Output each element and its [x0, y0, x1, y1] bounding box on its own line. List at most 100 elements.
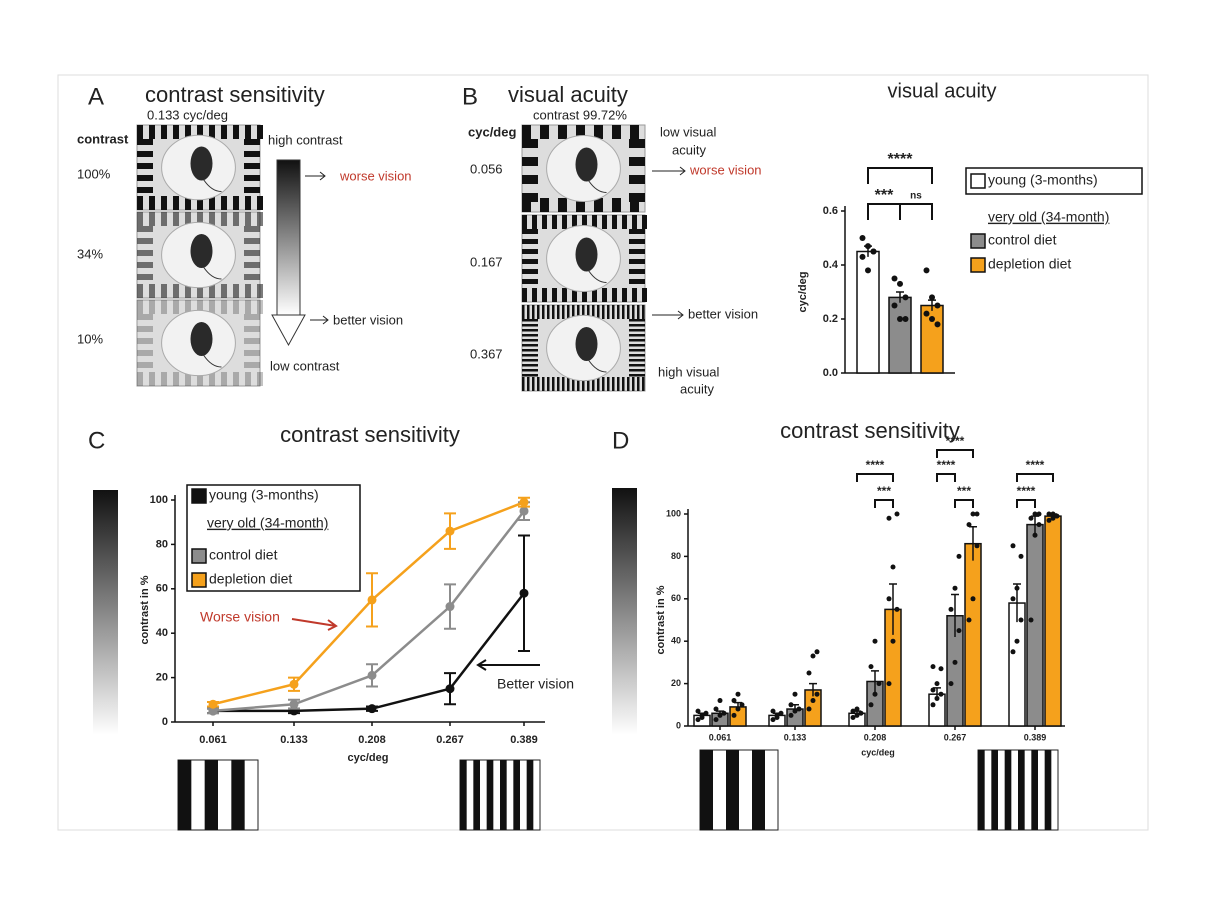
photo-stripe — [209, 196, 215, 210]
mouse — [575, 327, 598, 361]
grating-bar — [1018, 750, 1025, 830]
photo-stripe — [552, 305, 555, 319]
figure-frame — [57, 74, 1149, 831]
photo-stripe — [622, 305, 625, 319]
photo-stripe — [185, 300, 191, 314]
significance-label: **** — [866, 458, 885, 472]
photo-stripe — [540, 198, 549, 212]
data-point — [731, 698, 737, 704]
photo-stripe — [612, 288, 617, 302]
photo-stripe — [233, 300, 239, 314]
panel-label: C — [88, 427, 105, 454]
row-label: 0.167 — [470, 254, 503, 269]
photo-stripe — [582, 305, 585, 319]
x-tick-label: 0.208 — [358, 734, 386, 746]
photo-stripe — [577, 305, 580, 319]
significance-label: **** — [1017, 484, 1036, 498]
annotation-arrow — [476, 659, 540, 671]
significance-bracket — [867, 203, 901, 220]
photo-stripe — [137, 284, 143, 298]
photo-stripe — [173, 284, 179, 298]
marker — [367, 595, 377, 605]
annotation-arrow — [291, 618, 338, 631]
data-point — [952, 585, 958, 591]
data-point — [770, 708, 776, 714]
significance-label: **** — [888, 151, 914, 168]
grating-bar — [978, 750, 985, 830]
bar — [1026, 523, 1044, 727]
annotation: better vision — [688, 306, 758, 321]
photo-stripe — [233, 284, 239, 298]
photo-stripe — [629, 319, 645, 322]
photo-stripe — [149, 125, 155, 139]
photo-stripe — [522, 157, 538, 166]
legend-label: control diet — [988, 232, 1057, 248]
photo-stripe — [221, 284, 227, 298]
photo-stripe — [612, 198, 621, 212]
data-point — [788, 712, 794, 718]
marker — [208, 699, 218, 709]
panel-label: B — [462, 83, 478, 110]
data-point — [1046, 511, 1052, 517]
data-point — [774, 715, 780, 721]
photo-stripe — [209, 125, 215, 139]
data-point — [868, 702, 874, 708]
data-point — [865, 267, 871, 274]
significance-bracket — [874, 499, 894, 508]
contrast-gradient — [276, 159, 301, 316]
row-label: 0.056 — [470, 161, 503, 176]
photo-stripe — [547, 305, 550, 319]
photo-stripe — [245, 284, 251, 298]
photo-stripe — [537, 377, 540, 391]
data-point — [891, 302, 898, 309]
data-point — [792, 691, 798, 697]
data-point — [970, 511, 976, 517]
data-point — [1028, 617, 1034, 623]
photo-stripe — [522, 344, 538, 347]
photo-stripe — [617, 377, 620, 391]
y-tick-label: 0.2 — [823, 313, 838, 325]
photo-stripe — [629, 139, 645, 148]
data-point — [934, 681, 940, 687]
data-point — [1050, 511, 1056, 517]
photo-stripe — [542, 305, 545, 319]
photo-stripe — [257, 300, 263, 314]
photo-stripe — [522, 334, 538, 337]
y-tick-label: 60 — [156, 583, 168, 595]
significance-label: *** — [957, 484, 971, 498]
photo-stripe — [522, 125, 531, 139]
annotation: Worse vision — [200, 609, 280, 625]
annotation: acuity — [680, 381, 714, 396]
photo-stripe — [630, 198, 639, 212]
grating-bar — [231, 760, 245, 830]
photo-stripe — [532, 377, 535, 391]
panel-subtitle: contrast 99.72% — [533, 107, 627, 122]
photo-stripe — [572, 377, 575, 391]
data-point — [934, 302, 941, 309]
data-point — [814, 691, 820, 697]
annotation: high visual — [658, 364, 720, 379]
grating-bar — [991, 750, 998, 830]
photo-stripe — [522, 239, 538, 244]
photo-stripe — [629, 175, 645, 184]
photo-stripe — [149, 284, 155, 298]
photo-stripe — [522, 319, 538, 322]
photo-stripe — [642, 215, 647, 229]
photo-stripe — [622, 377, 625, 391]
marker — [445, 602, 455, 612]
photo-stripe — [532, 215, 537, 229]
y-tick-label: 100 — [666, 508, 681, 518]
data-point — [923, 267, 930, 274]
photo-stripe — [627, 305, 630, 319]
photo-stripe — [161, 372, 167, 386]
photo-stripe — [149, 372, 155, 386]
data-point — [902, 294, 909, 301]
column-header: cyc/deg — [468, 124, 516, 139]
y-tick-label: 80 — [671, 551, 681, 561]
photo-stripe — [522, 354, 538, 357]
data-point — [1028, 515, 1034, 521]
grating-bar — [700, 750, 713, 830]
photo-stripe — [149, 196, 155, 210]
bar — [1044, 515, 1062, 727]
data-point — [850, 708, 856, 714]
